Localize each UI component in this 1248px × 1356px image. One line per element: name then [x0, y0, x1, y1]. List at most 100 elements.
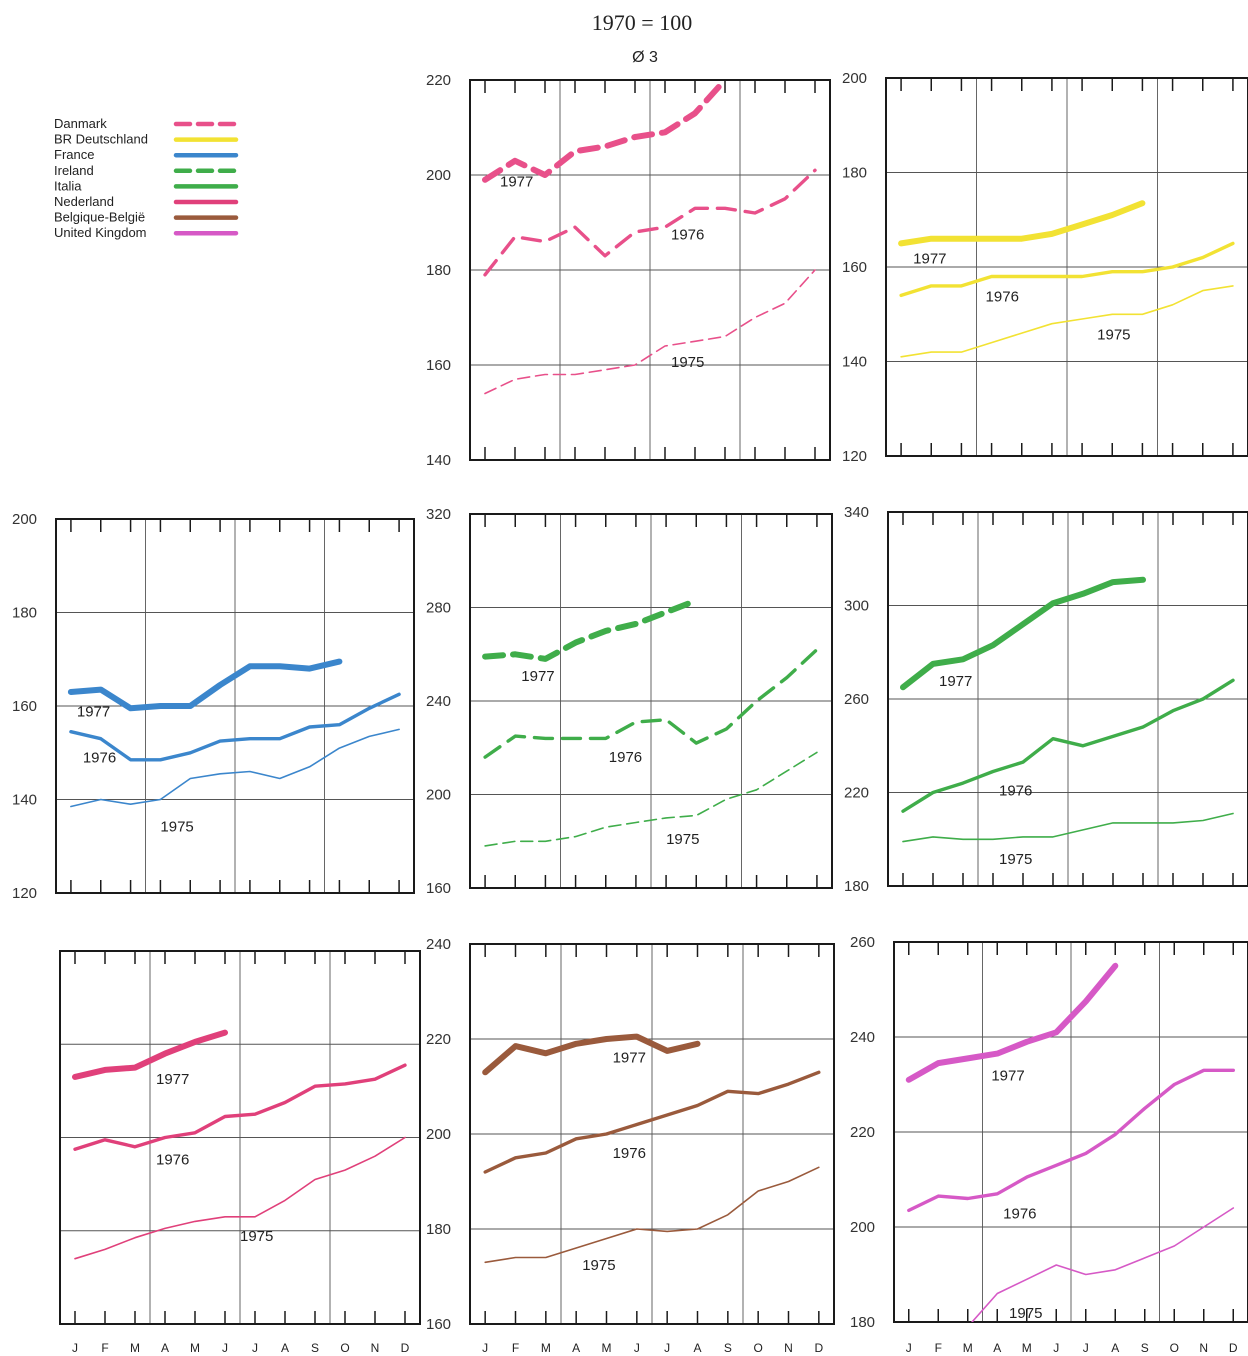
series-line-1976: [69, 692, 401, 762]
y-tick-label: 200: [12, 511, 37, 528]
month-label: J: [1083, 1341, 1089, 1355]
y-tick-label: 140: [842, 354, 867, 371]
y-tick-label: 180: [12, 605, 37, 622]
y-tick-label: 320: [426, 506, 451, 523]
series-label-1977: 1977: [913, 250, 946, 267]
y-tick-label: 200: [426, 167, 451, 184]
y-tick-label: 160: [426, 880, 451, 897]
series-label-1977: 1977: [939, 673, 972, 690]
month-label: O: [753, 1341, 762, 1355]
y-tick-label: 200: [842, 70, 867, 87]
series-line-1977: [482, 80, 728, 183]
y-tick-label: 340: [844, 504, 869, 521]
series-line-1976: [483, 168, 817, 277]
y-tick-label: 140: [426, 452, 451, 469]
series-label-1976: 1976: [156, 1151, 189, 1168]
month-label: M: [190, 1341, 200, 1355]
y-tick-label: 120: [842, 448, 867, 465]
panel-frame: [469, 943, 835, 1325]
legend-label-nederland: Nederland: [54, 194, 114, 209]
month-label: A: [993, 1341, 1001, 1355]
month-label: N: [371, 1341, 380, 1355]
month-label: S: [311, 1341, 319, 1355]
month-label: A: [1111, 1341, 1119, 1355]
series-label-1976: 1976: [671, 226, 704, 243]
series-label-1977: 1977: [991, 1068, 1024, 1085]
series-label-1977: 1977: [613, 1050, 646, 1067]
series-line-1976: [73, 1063, 407, 1151]
series-label-1975: 1975: [582, 1257, 615, 1274]
month-label: M: [130, 1341, 140, 1355]
legend-label-united-kingdom: United Kingdom: [54, 225, 147, 240]
month-label: F: [512, 1341, 519, 1355]
series-label-1976: 1976: [609, 749, 642, 766]
series-label-1975: 1975: [240, 1228, 273, 1245]
series-line-1975: [970, 1207, 1235, 1322]
series-label-1975: 1975: [160, 819, 193, 836]
series-line-1977: [72, 1029, 228, 1080]
panel-belgique-belgi: 160 180 200 220 240 1977 1976 1975: [426, 936, 835, 1333]
month-label: J: [222, 1341, 228, 1355]
series-label-1977: 1977: [156, 1071, 189, 1088]
panel-united-kingdom: 180 200 220 240 260 1977 1976 1975: [850, 934, 1248, 1331]
panel-br-deutschland: 120 140 160 180 200 1977 1976 1975: [842, 70, 1248, 465]
month-label: J: [906, 1341, 912, 1355]
panel-ireland: 160 200 240 280 320 1977 1976 1975: [426, 506, 833, 897]
panel-frame: [55, 518, 415, 894]
month-label: M: [1022, 1341, 1032, 1355]
month-label: J: [664, 1341, 670, 1355]
series-line-1976: [483, 1070, 821, 1174]
y-tick-label: 220: [426, 1031, 451, 1048]
month-label: A: [281, 1341, 289, 1355]
month-label: S: [724, 1341, 732, 1355]
y-tick-label: 180: [426, 262, 451, 279]
month-label: S: [1141, 1341, 1149, 1355]
y-tick-label: 180: [426, 1221, 451, 1238]
panel-frame: [885, 77, 1248, 457]
month-label: D: [814, 1341, 823, 1355]
y-tick-label: 160: [426, 1316, 451, 1333]
month-label: D: [1229, 1341, 1238, 1355]
y-tick-label: 200: [426, 787, 451, 804]
month-label: F: [935, 1341, 942, 1355]
series-line-1977: [482, 597, 700, 662]
series-line-1977: [900, 576, 1146, 691]
series-label-1976: 1976: [986, 288, 1019, 305]
series-label-1976: 1976: [83, 750, 116, 767]
month-label: A: [693, 1341, 701, 1355]
month-label: M: [602, 1341, 612, 1355]
y-tick-label: 160: [842, 259, 867, 276]
legend-label-france: France: [54, 147, 94, 162]
series-line-1975: [70, 728, 400, 808]
panel-frame: [887, 511, 1248, 887]
y-tick-label: 280: [426, 600, 451, 617]
series-line-1977: [67, 658, 343, 712]
month-label: F: [101, 1341, 108, 1355]
y-tick-label: 200: [850, 1219, 875, 1236]
series-label-1975: 1975: [999, 851, 1032, 868]
chart-subtitle: Ø 3: [632, 49, 658, 66]
panel-frame: [469, 513, 833, 889]
y-tick-label: 180: [850, 1314, 875, 1331]
y-tick-label: 300: [844, 598, 869, 615]
month-label: J: [1053, 1341, 1059, 1355]
y-tick-label: 260: [844, 691, 869, 708]
series-line-1976: [483, 647, 819, 759]
y-tick-label: 240: [426, 693, 451, 710]
panel-nederland: 1977 1976 1975: [59, 950, 421, 1325]
month-label: N: [1199, 1341, 1208, 1355]
series-line-1977: [898, 200, 1146, 247]
legend-label-italia: Italia: [54, 178, 82, 193]
series-label-1976: 1976: [613, 1145, 646, 1162]
panel-frame: [469, 79, 831, 461]
series-line-1975: [902, 812, 1234, 843]
y-tick-label: 220: [850, 1124, 875, 1141]
series-line-1976: [901, 678, 1235, 813]
y-tick-label: 160: [426, 357, 451, 374]
y-tick-label: 260: [850, 934, 875, 951]
month-label: J: [252, 1341, 258, 1355]
chart-title: 1970 = 100: [592, 10, 692, 35]
y-tick-label: 120: [12, 885, 37, 902]
